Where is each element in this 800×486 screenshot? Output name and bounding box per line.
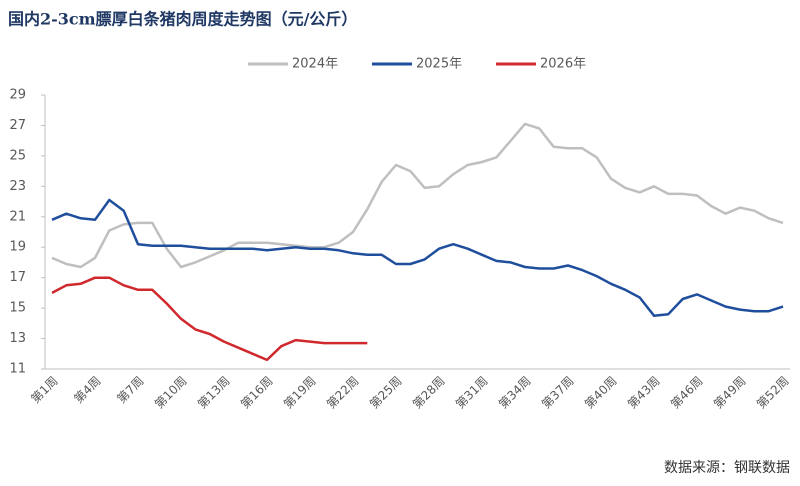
- x-tick-label: 第13周: [195, 374, 233, 412]
- y-tick-label: 17: [9, 270, 26, 285]
- y-tick-label: 13: [9, 331, 26, 346]
- x-tick-label: 第40周: [582, 374, 620, 412]
- series-line: [51, 276, 368, 362]
- x-tick-label: 第52周: [754, 374, 792, 412]
- legend-label: 2024年: [292, 57, 338, 72]
- x-tick-label: 第43周: [625, 374, 663, 412]
- x-tick-label: 第49周: [711, 374, 749, 412]
- x-tick-label: 第31周: [453, 374, 491, 412]
- source: 数据来源：钢联数据: [664, 460, 790, 476]
- chart-title: 国内2-3cm膘厚白条猪肉周度走势图（元/公斤）: [8, 10, 357, 29]
- series-line: [51, 122, 784, 269]
- y-tick-label: 27: [9, 118, 26, 133]
- x-tick-label: 第16周: [238, 374, 276, 412]
- x-tick-label: 第7周: [114, 374, 146, 406]
- legend-label: 2025年: [416, 57, 462, 72]
- y-tick-label: 25: [9, 148, 26, 163]
- x-tick-label: 第19周: [281, 374, 319, 412]
- x-tick-label: 第22周: [324, 374, 362, 412]
- legend-label: 2026年: [540, 57, 586, 72]
- x-tick-label: 第1周: [28, 374, 60, 406]
- x-tick-label: 第46周: [668, 374, 706, 412]
- y-tick-label: 11: [9, 362, 26, 377]
- x-tick-label: 第37周: [539, 374, 577, 412]
- x-tick-label: 第4周: [71, 374, 103, 406]
- x-tick-label: 第25周: [367, 374, 405, 412]
- y-tick-label: 21: [9, 209, 26, 224]
- y-tick-label: 15: [9, 301, 26, 316]
- y-tick-label: 23: [9, 179, 26, 194]
- x-tick-label: 第34周: [496, 374, 534, 412]
- y-tick-label: 29: [9, 88, 26, 103]
- series-line: [51, 198, 784, 317]
- x-tick-label: 第10周: [152, 374, 190, 412]
- y-tick-label: 19: [9, 240, 26, 255]
- x-tick-label: 第28周: [410, 374, 448, 412]
